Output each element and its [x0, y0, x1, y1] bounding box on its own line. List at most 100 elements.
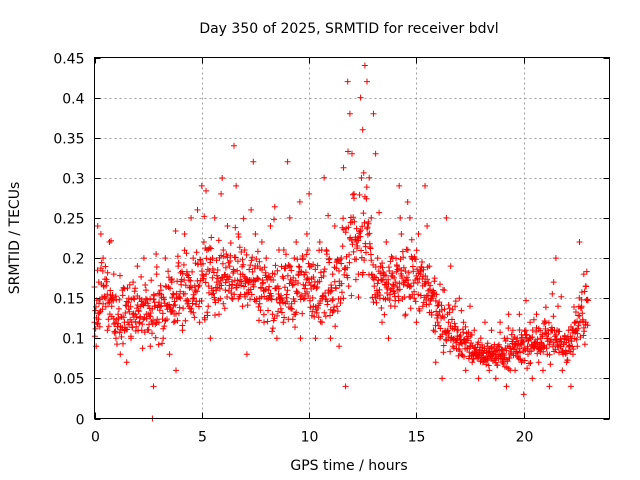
data-point: [218, 282, 225, 289]
data-point: [367, 251, 374, 258]
data-point: [249, 268, 256, 275]
data-point: [477, 335, 484, 342]
data-point: [265, 273, 272, 280]
data-point: [578, 289, 585, 296]
data-point: [218, 190, 225, 197]
data-point: [364, 224, 371, 231]
data-point: [295, 272, 302, 279]
data-point: [543, 345, 550, 352]
data-point: [144, 296, 151, 303]
data-point: [195, 303, 202, 310]
data-point: [321, 174, 328, 181]
data-point: [305, 293, 312, 299]
data-point: [135, 308, 142, 315]
data-point: [92, 307, 99, 314]
data-point: [360, 210, 367, 217]
data-point: [535, 359, 542, 366]
data-point: [297, 335, 304, 342]
data-point: [220, 300, 227, 307]
data-point: [103, 278, 110, 285]
data-point: [353, 225, 360, 232]
data-point: [222, 264, 229, 271]
data-point: [383, 239, 390, 245]
data-point: [194, 206, 201, 213]
data-point: [200, 239, 207, 245]
data-point: [549, 290, 556, 297]
data-point: [413, 247, 420, 254]
data-point: [550, 313, 557, 320]
data-point: [158, 291, 164, 298]
data-point: [443, 337, 450, 344]
data-point: [460, 319, 467, 326]
data-point: [404, 247, 411, 253]
data-point: [415, 291, 422, 298]
data-point: [550, 339, 557, 346]
data-point: [567, 383, 574, 390]
data-point: [581, 328, 588, 335]
data-point: [414, 266, 421, 273]
data-point: [353, 256, 360, 263]
data-point: [104, 269, 111, 276]
data-point: [576, 312, 583, 319]
data-point: [166, 304, 173, 311]
data-point: [364, 231, 371, 238]
data-point: [356, 191, 363, 198]
data-point: [107, 287, 114, 294]
data-point: [244, 302, 251, 309]
data-point: [546, 383, 553, 390]
data-point: [402, 268, 409, 275]
data-point: [545, 319, 552, 326]
data-point: [503, 347, 510, 354]
data-point: [153, 319, 160, 326]
data-point: [581, 341, 588, 348]
data-point: [265, 307, 271, 314]
data-point: [241, 283, 247, 290]
data-point: [212, 312, 218, 319]
data-point: [149, 305, 156, 312]
data-point: [134, 302, 141, 308]
data-point: [574, 325, 581, 332]
data-point: [374, 293, 381, 300]
data-point: [277, 305, 284, 312]
data-point: [261, 319, 267, 326]
data-point: [439, 331, 446, 338]
y-tick-label: 0.25: [53, 212, 84, 228]
data-point: [240, 215, 247, 222]
data-point: [206, 268, 213, 274]
data-point: [161, 296, 167, 303]
data-point: [280, 319, 287, 326]
data-point: [180, 261, 187, 268]
data-point: [284, 158, 291, 165]
data-point: [147, 310, 154, 316]
data-point: [256, 300, 263, 307]
data-point: [363, 184, 370, 191]
data-point: [211, 214, 218, 221]
data-point: [303, 251, 310, 258]
data-point: [412, 256, 419, 263]
data-point: [363, 195, 370, 202]
data-point: [419, 303, 426, 310]
data-point: [182, 290, 188, 297]
data-point: [104, 327, 111, 334]
data-point: [222, 287, 229, 294]
data-point: [108, 303, 115, 310]
data-point: [534, 336, 541, 343]
data-point: [316, 239, 323, 245]
data-point: [290, 281, 297, 288]
data-point: [252, 231, 259, 237]
data-point: [113, 335, 119, 342]
data-point: [376, 292, 383, 299]
data-point: [156, 299, 163, 306]
data-point: [369, 271, 375, 278]
data-point: [260, 311, 267, 318]
data-point: [176, 304, 183, 311]
data-point: [246, 266, 253, 273]
data-point: [432, 297, 439, 304]
data-point: [497, 329, 504, 336]
data-point: [579, 310, 586, 317]
data-point: [197, 257, 204, 264]
data-point: [440, 342, 447, 349]
data-point: [425, 279, 432, 286]
data-point: [310, 261, 317, 268]
data-point: [274, 267, 281, 274]
